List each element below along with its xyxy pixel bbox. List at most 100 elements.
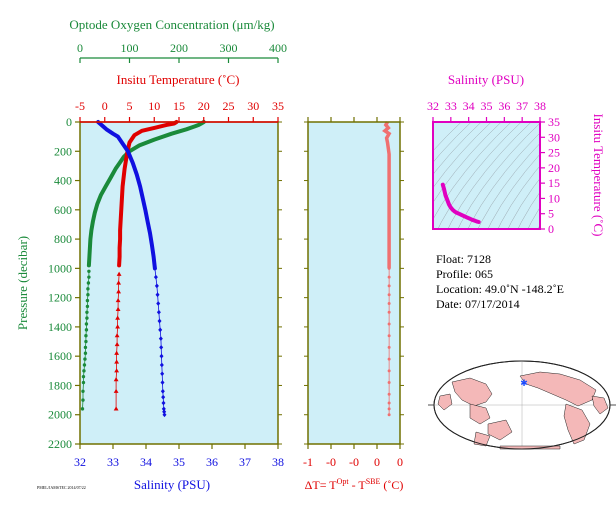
salinity-point (153, 274, 158, 280)
temperature-point (114, 359, 120, 364)
float-position-marker: ✱ (520, 378, 528, 388)
ts-salinity-ticks: 32 33 34 35 36 37 38 (427, 99, 546, 122)
delta-plot-frame (307, 121, 401, 445)
land-shape (487, 419, 513, 441)
temperature-point (115, 297, 121, 303)
temperature-axis-title: Insitu Temperature (˚C) (116, 72, 239, 87)
oxygen-point (82, 363, 87, 367)
ts-salinity-tick-label: 35 (481, 99, 493, 113)
delta-axis-title-sup1: Opt (337, 477, 350, 486)
temperature-tick-label: 15 (173, 99, 185, 113)
ts-temperature-tick-label: 15 (548, 176, 560, 190)
salinity-tick-label: 36 (206, 455, 218, 469)
temperature-point (113, 406, 119, 411)
delta-axis-title: ΔT= TOpt - TSBE (˚C) (305, 477, 404, 492)
footnote: PMEL/JAMSTEC 2014/07/22 (37, 485, 86, 490)
density-contour (457, 122, 540, 229)
temperature-tick-label: 35 (272, 99, 284, 113)
density-contour (563, 102, 616, 239)
salinity-tick-label: 33 (107, 455, 119, 469)
ts-temperature-tick-label: 10 (548, 191, 560, 205)
salinity-point (158, 336, 163, 342)
oxygen-point (81, 380, 86, 385)
oxygen-point (83, 357, 87, 361)
oxygen-point (86, 281, 91, 285)
oxygen-point (85, 304, 90, 309)
world-map: ✱ (428, 360, 616, 450)
float-info: Float: 7128 Profile: 065 Location: 49.0˚… (436, 252, 564, 311)
pressure-tick-label: 1400 (48, 320, 72, 334)
density-contour (517, 191, 540, 229)
salinity-point (161, 400, 166, 406)
land-shape (591, 395, 609, 415)
land-shape (519, 371, 597, 407)
temperature-line (117, 120, 179, 268)
salinity-tick-label: 38 (272, 455, 284, 469)
delta-axis-title-part3: (˚C) (380, 478, 403, 492)
salinity-axis-title: Salinity (PSU) (134, 477, 210, 492)
pressure-tick-label: 1600 (48, 349, 72, 363)
profile-number: Profile: 065 (436, 267, 493, 281)
pressure-tick-label: 400 (54, 174, 72, 188)
oxygen-point (80, 407, 85, 411)
temperature-tick-label: -5 (75, 99, 85, 113)
delta-plot-series (382, 121, 392, 417)
ts-temperature-tick-label: 25 (548, 146, 560, 160)
density-contour (433, 122, 482, 175)
temperature-point (116, 271, 122, 276)
oxygen-point (81, 389, 85, 394)
density-contour (507, 177, 540, 229)
ts-salinity-title: Salinity (PSU) (448, 72, 524, 87)
oxygen-point (87, 275, 91, 279)
density-contour (433, 122, 512, 220)
land-shape (451, 377, 493, 407)
delta-axis-title-sup2: SBE (366, 477, 381, 486)
ts-temperature-tick-label: 5 (548, 207, 554, 221)
ts-temperature-tick-label: 0 (548, 222, 554, 236)
temperature-point (114, 368, 120, 373)
pressure-tick-label: 1000 (48, 261, 72, 275)
oxygen-point (81, 374, 86, 379)
oxygen-tick-label: 300 (220, 41, 238, 55)
temperature-tick-label: 0 (102, 99, 108, 113)
oxygen-point (85, 316, 89, 320)
temperature-point (116, 280, 122, 285)
oxygen-axis-title: Optode Oxygen Concentration (μm/kg) (69, 17, 274, 32)
delta-tick-label: 0 (397, 455, 403, 469)
salinity-line (96, 120, 157, 271)
oxygen-point (87, 269, 91, 273)
salinity-point (160, 388, 165, 394)
temperature-axis-ticks: -5 0 5 10 15 20 25 30 35 (75, 99, 284, 123)
salinity-point (152, 265, 157, 271)
temperature-tick-label: 5 (127, 99, 133, 113)
ts-temperature-tick-label: 30 (548, 130, 560, 144)
density-contour (433, 122, 502, 203)
oxygen-point (82, 369, 86, 373)
pressure-tick-label: 800 (54, 232, 72, 246)
temperature-point (114, 333, 120, 338)
density-contour (467, 132, 540, 229)
oxygen-point (84, 328, 89, 332)
salinity-point (159, 353, 164, 359)
oxygen-point (83, 351, 88, 355)
ts-plot-frame (432, 121, 541, 230)
oxygen-point (86, 287, 90, 291)
salinity-tick-label: 34 (140, 455, 152, 469)
pressure-tick-label: 2200 (48, 437, 72, 451)
date: Date: 07/17/2014 (436, 297, 520, 311)
pressure-tick-label: 200 (54, 144, 72, 158)
temperature-point (113, 377, 119, 382)
oxygen-tick-label: 100 (121, 41, 139, 55)
salinity-point (156, 301, 161, 306)
temperature-tick-label: 20 (198, 99, 210, 113)
temperature-point (115, 324, 121, 329)
oxygen-tick-label: 0 (77, 41, 83, 55)
pressure-tick-label: 600 (54, 203, 72, 217)
land-shape (437, 393, 453, 411)
map-graticule (428, 361, 616, 449)
ts-salinity-tick-label: 38 (534, 99, 546, 113)
main-plot-area (80, 122, 278, 444)
delta-tick-label: -0 (326, 455, 336, 469)
land-shape (469, 403, 491, 425)
ts-salinity-tick-label: 32 (427, 99, 439, 113)
